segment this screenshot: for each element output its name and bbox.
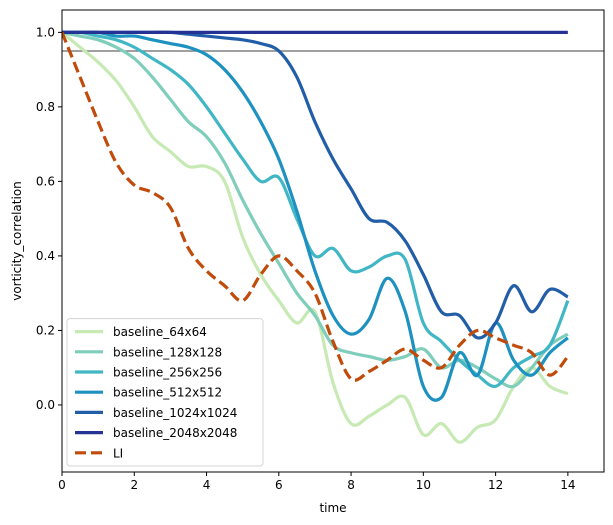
legend-box <box>66 318 264 467</box>
legend-label-baseline-64x64: baseline_64x64 <box>113 325 207 339</box>
x-tick-label: 10 <box>416 478 431 492</box>
legend-label-baseline-512x512: baseline_512x512 <box>113 386 222 400</box>
series-line-baseline-512x512 <box>62 30 569 402</box>
y-tick-label: 0.0 <box>36 398 55 412</box>
legend-label-baseline-256x256: baseline_256x256 <box>113 366 222 380</box>
y-tick-label: 0.4 <box>36 249 55 263</box>
legend-label-baseline-128x128: baseline_128x128 <box>113 345 222 359</box>
axes: 0 2 4 6 8 10 12 14 0.0 0.2 0.4 0.6 0.8 1.0 <box>36 9 605 492</box>
legend-label-baseline-1024x1024: baseline_1024x1024 <box>113 406 237 420</box>
axes-frame <box>61 9 605 473</box>
y-axis-label: vorticity_correlation <box>10 181 24 301</box>
series-line-li <box>62 31 570 382</box>
x-tick-label: 4 <box>203 478 211 492</box>
x-axis-label: time <box>319 501 346 515</box>
y-tick-label: 1.0 <box>36 25 55 39</box>
x-tick-label: 2 <box>130 478 138 492</box>
x-tick-label: 8 <box>347 478 355 492</box>
series-line-baseline-1024x1024 <box>62 30 569 340</box>
plot-area <box>62 30 604 444</box>
legend-label-li: LI <box>113 446 123 460</box>
x-tick-label: 12 <box>488 478 503 492</box>
series-line-baseline-256x256 <box>62 30 570 388</box>
series-line-baseline-128x128 <box>62 30 569 389</box>
y-tick-label: 0.8 <box>36 100 55 114</box>
x-tick-label: 6 <box>275 478 283 492</box>
legend: baseline_64x64 baseline_128x128 baseline_2… <box>66 318 264 467</box>
x-tick-label: 14 <box>560 478 575 492</box>
legend-label-baseline-2048x2048: baseline_2048x2048 <box>113 426 237 440</box>
x-tick-label: 0 <box>58 478 66 492</box>
series-line-baseline-64x64 <box>62 31 569 444</box>
y-tick-label: 0.6 <box>36 174 55 188</box>
y-tick-label: 0.2 <box>36 323 55 337</box>
